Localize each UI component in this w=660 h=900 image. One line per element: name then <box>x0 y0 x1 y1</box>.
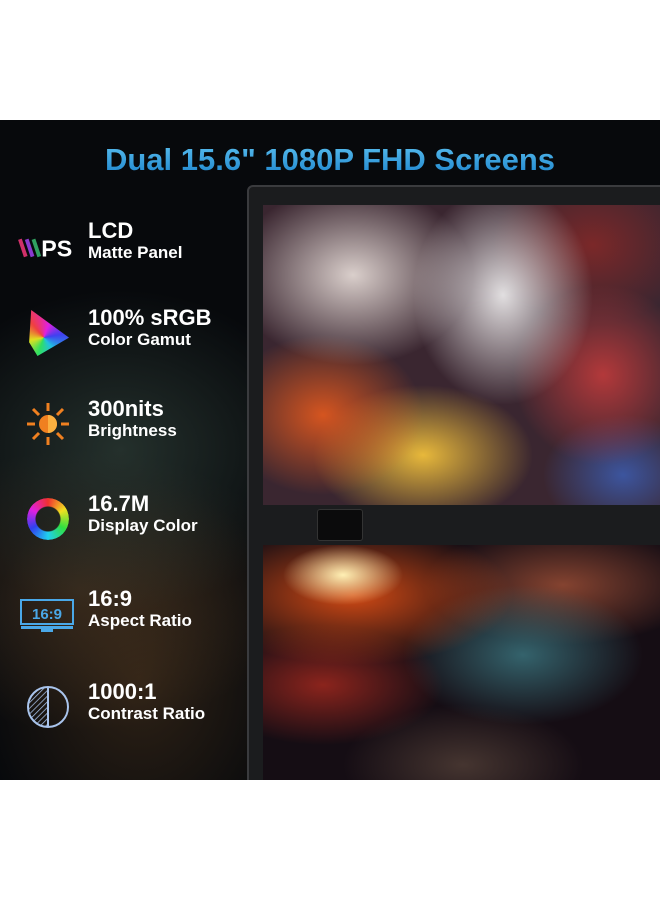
feature-sub: Color Gamut <box>88 330 191 349</box>
feature-sub: Brightness <box>88 421 177 440</box>
feature-main: 1000:1 <box>88 679 157 704</box>
banner-title: Dual 15.6" 1080P FHD Screens <box>0 142 660 178</box>
svg-text:PS: PS <box>41 236 72 261</box>
feature-main: 16.7M <box>88 491 150 516</box>
feature-main: 16:9 <box>88 586 133 611</box>
hinge <box>317 509 363 541</box>
feature-srgb: 100% sRGB Color Gamut <box>0 302 250 362</box>
color-gamut-triangle-icon <box>18 310 78 356</box>
feature-aspect-ratio: 16:9 16:9 Aspect Ratio <box>0 583 250 643</box>
feature-sub: Contrast Ratio <box>88 704 206 723</box>
top-screen <box>263 205 660 505</box>
feature-main: 300nits <box>88 396 164 421</box>
color-ring-icon <box>18 496 78 542</box>
dual-monitor-image <box>247 185 660 780</box>
feature-sub: Display Color <box>88 516 198 535</box>
feature-contrast: 1000:1 Contrast Ratio <box>0 676 250 736</box>
aspect-ratio-monitor-icon: 16:9 <box>18 591 78 637</box>
ips-icon: PS <box>18 223 78 269</box>
feature-ips: PS LCD Matte Panel <box>0 215 250 275</box>
feature-brightness: 300nits Brightness <box>0 393 250 453</box>
bottom-screen <box>263 545 660 780</box>
svg-text:16:9: 16:9 <box>32 606 62 623</box>
feature-sub: Aspect Ratio <box>88 611 192 630</box>
feature-main: LCD <box>88 218 134 243</box>
feature-sub: Matte Panel <box>88 243 183 262</box>
product-banner: Dual 15.6" 1080P FHD Screens PS LCD Matt… <box>0 120 660 780</box>
feature-main: 100% sRGB <box>88 305 212 330</box>
contrast-circle-icon <box>18 684 78 730</box>
feature-display-color: 16.7M Display Color <box>0 488 250 548</box>
brightness-sun-icon <box>18 401 78 447</box>
